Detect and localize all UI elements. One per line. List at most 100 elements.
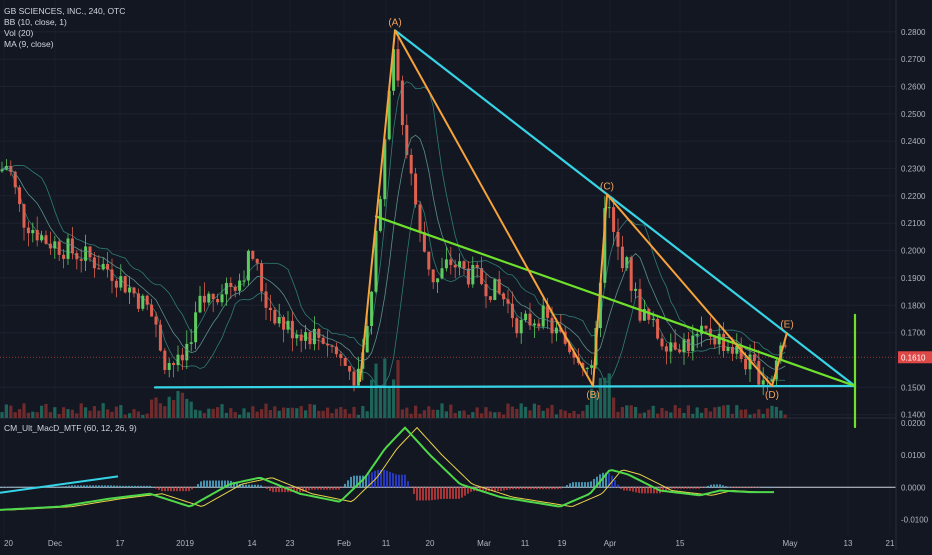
volume-bar bbox=[532, 403, 536, 418]
macd-histogram-bar bbox=[755, 487, 757, 488]
macd-histogram-bar bbox=[761, 487, 763, 488]
volume-bar bbox=[546, 408, 550, 418]
macd-histogram-bar bbox=[764, 487, 766, 488]
candle-body bbox=[598, 282, 602, 329]
candle-body bbox=[392, 49, 396, 91]
macd-histogram-bar bbox=[494, 487, 496, 492]
candle-body bbox=[739, 345, 743, 359]
macd-histogram-bar bbox=[593, 479, 595, 488]
volume-bar bbox=[774, 406, 778, 418]
macd-tick-label: 0.0100 bbox=[901, 451, 926, 460]
candle-body bbox=[642, 308, 646, 321]
macd-histogram-bar bbox=[161, 487, 163, 492]
candle-body bbox=[180, 354, 184, 361]
macd-histogram-bar bbox=[173, 487, 175, 492]
macd-histogram-bar bbox=[482, 487, 484, 492]
candle-body bbox=[295, 334, 299, 339]
macd-trendline bbox=[0, 475, 119, 494]
candle-body bbox=[334, 346, 338, 355]
volume-bar bbox=[374, 363, 378, 418]
volume-bar bbox=[154, 397, 158, 418]
macd-histogram-bar bbox=[758, 487, 760, 488]
volume-bar bbox=[717, 406, 721, 418]
candle-body bbox=[656, 318, 660, 339]
macd-histogram-bar bbox=[656, 487, 658, 494]
candle-body bbox=[673, 342, 677, 350]
macd-histogram-bar bbox=[308, 487, 310, 491]
volume-bar bbox=[581, 411, 585, 418]
macd-histogram-bar bbox=[479, 487, 481, 492]
macd-histogram-bar bbox=[158, 487, 160, 490]
macd-histogram-bar bbox=[356, 475, 358, 488]
macd-histogram-bar bbox=[503, 487, 505, 491]
macd-histogram-bar bbox=[626, 487, 628, 491]
candle-body bbox=[405, 125, 409, 155]
candle-body bbox=[114, 280, 118, 288]
bb-legend[interactable]: BB (10, close, 1) bbox=[4, 17, 67, 27]
macd-histogram-bar bbox=[23, 486, 25, 488]
candle-body bbox=[730, 346, 734, 354]
volume-bar bbox=[145, 413, 149, 418]
macd-histogram-bar bbox=[242, 484, 244, 488]
price-tick-label: 0.1800 bbox=[901, 301, 926, 310]
volume-legend[interactable]: Vol (20) bbox=[4, 28, 34, 38]
macd-histogram-bar bbox=[725, 486, 727, 488]
macd-histogram-bar bbox=[398, 474, 400, 488]
macd-histogram-bar bbox=[587, 482, 589, 488]
macd-histogram-bar bbox=[20, 486, 22, 488]
volume-bar bbox=[356, 414, 360, 418]
volume-bar bbox=[53, 407, 57, 418]
macd-histogram-bar bbox=[128, 485, 130, 488]
candle-body bbox=[365, 325, 369, 353]
candle-body bbox=[475, 264, 479, 269]
macd-histogram-bar bbox=[470, 487, 472, 492]
base-support-trendline bbox=[153, 384, 857, 389]
volume-bar bbox=[524, 406, 528, 418]
macd-histogram-bar bbox=[629, 487, 631, 491]
volume-bar bbox=[158, 403, 162, 418]
macd-histogram-bar bbox=[275, 487, 277, 493]
candle-body bbox=[22, 204, 26, 228]
candle-body bbox=[502, 293, 506, 300]
volume-bar bbox=[194, 409, 198, 418]
volume-bar bbox=[766, 408, 770, 418]
time-tick-label: 11 bbox=[382, 539, 391, 548]
candle-body bbox=[409, 154, 413, 174]
macd-histogram-bar bbox=[8, 486, 10, 488]
symbol-title[interactable]: GB SCIENCES, INC., 240, OTC bbox=[4, 6, 126, 16]
macd-histogram-bar bbox=[305, 487, 307, 491]
macd-histogram-bar bbox=[80, 485, 82, 488]
candle-body bbox=[339, 354, 343, 359]
macd-histogram-bar bbox=[572, 482, 574, 488]
macd-histogram-bar bbox=[197, 484, 199, 488]
macd-legend[interactable]: CM_Ult_MacD_MTF (60, 12, 26, 9) bbox=[4, 423, 137, 433]
macd-histogram-bar bbox=[614, 480, 616, 488]
volume-bar bbox=[132, 409, 136, 418]
volume-bar bbox=[40, 405, 44, 418]
candle-body bbox=[246, 250, 250, 281]
candle-body bbox=[260, 263, 264, 292]
volume-bar bbox=[220, 404, 224, 418]
macd-histogram-bar bbox=[458, 487, 460, 499]
volume-bar bbox=[480, 413, 484, 418]
ma-legend[interactable]: MA (9, close) bbox=[4, 39, 54, 49]
macd-histogram-bar bbox=[353, 475, 355, 488]
candle-body bbox=[515, 318, 519, 334]
macd-histogram-bar bbox=[740, 487, 742, 488]
macd-histogram-bar bbox=[191, 487, 193, 490]
macd-histogram-bar bbox=[734, 487, 736, 488]
candle-body bbox=[53, 241, 57, 249]
candle-body bbox=[282, 317, 286, 330]
candle-body bbox=[691, 335, 695, 352]
candle-body bbox=[431, 269, 435, 283]
macd-histogram-bar bbox=[677, 487, 679, 489]
macd-histogram-bar bbox=[380, 469, 382, 488]
macd-histogram-bar bbox=[530, 487, 532, 490]
volume-bar bbox=[722, 405, 726, 418]
candle-body bbox=[238, 280, 242, 291]
volume-bar bbox=[691, 413, 695, 418]
macd-histogram-bar bbox=[116, 485, 118, 488]
volume-bar bbox=[31, 411, 35, 418]
volume-bar bbox=[383, 358, 387, 418]
